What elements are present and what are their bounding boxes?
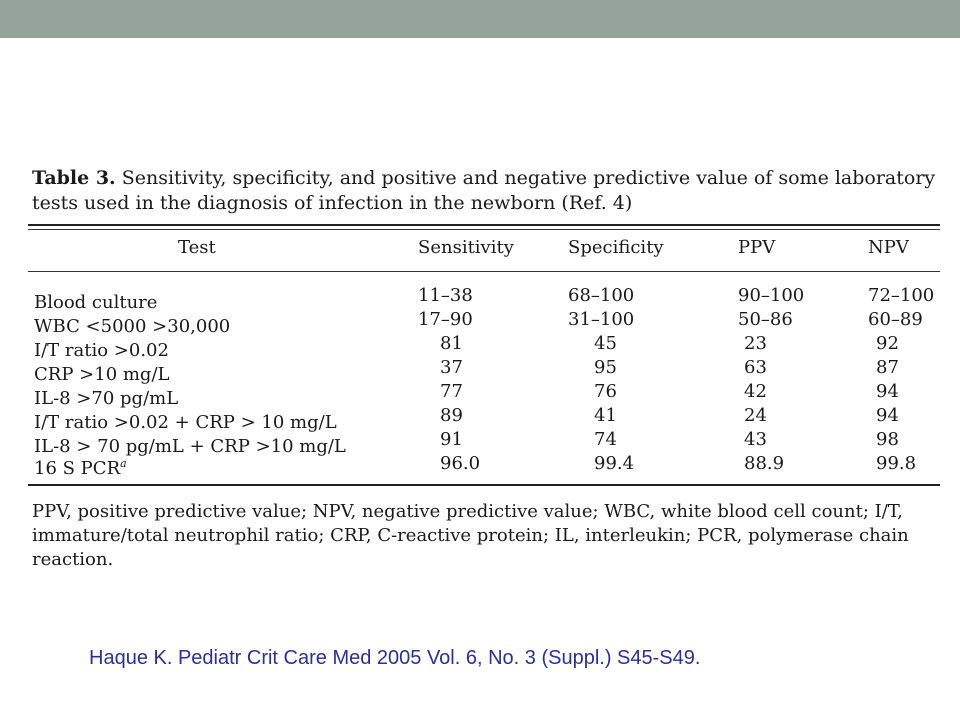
cell-npv: 60–89 (868, 309, 923, 330)
table-top-rule-inner (28, 229, 940, 230)
cell-specificity: 31–100 (568, 309, 635, 330)
column-header-ppv: PPV (738, 237, 776, 258)
cell-npv: 99.8 (876, 453, 917, 474)
cell-test: Blood culture (34, 292, 158, 313)
cell-ppv: 88.9 (744, 453, 785, 474)
cell-sensitivity: 96.0 (440, 453, 481, 474)
cell-ppv: 43 (744, 429, 767, 450)
cell-test: WBC <5000 >30,000 (34, 316, 231, 337)
column-header-test: Test (178, 237, 216, 258)
table-row: Blood culture 11–38 68–100 90–100 72–100 (28, 284, 940, 313)
table-body: Blood culture 11–38 68–100 90–100 72–100… (28, 272, 940, 484)
cell-ppv: 90–100 (738, 285, 805, 306)
cell-specificity: 99.4 (594, 453, 635, 474)
cell-specificity: 76 (594, 381, 617, 402)
cell-npv: 72–100 (868, 285, 935, 306)
cell-sensitivity: 91 (440, 429, 463, 450)
table-row: IL-8 > 70 pg/mL + CRP >10 mg/L 91 74 43 … (28, 428, 940, 457)
table-row: CRP >10 mg/L 37 95 63 87 (28, 356, 940, 385)
cell-test: I/T ratio >0.02 (34, 340, 169, 361)
cell-npv: 94 (876, 405, 899, 426)
cell-test: IL-8 >70 pg/mL (34, 388, 179, 409)
cell-npv: 87 (876, 357, 899, 378)
table-figure: Table 3. Sensitivity, specificity, and p… (28, 166, 940, 572)
table-row: I/T ratio >0.02 + CRP > 10 mg/L 89 41 24… (28, 404, 940, 433)
table-header-row: Test Sensitivity Specificity PPV NPV (28, 230, 940, 268)
cell-specificity: 45 (594, 333, 617, 354)
table-row: IL-8 >70 pg/mL 77 76 42 94 (28, 380, 940, 409)
cell-npv: 94 (876, 381, 899, 402)
table-caption: Table 3. Sensitivity, specificity, and p… (32, 166, 940, 216)
cell-specificity: 68–100 (568, 285, 635, 306)
cell-test: CRP >10 mg/L (34, 364, 170, 385)
cell-ppv: 50–86 (738, 309, 793, 330)
cell-sensitivity: 89 (440, 405, 463, 426)
cell-sensitivity: 17–90 (418, 309, 473, 330)
table-caption-text: Sensitivity, specificity, and positive a… (32, 167, 936, 214)
column-header-npv: NPV (868, 237, 909, 258)
cell-npv: 98 (876, 429, 899, 450)
cell-specificity: 41 (594, 405, 617, 426)
footnote-marker: a (120, 457, 127, 470)
column-header-sensitivity: Sensitivity (418, 237, 514, 258)
table-caption-label: Table 3. (32, 167, 116, 189)
cell-test: IL-8 > 70 pg/mL + CRP >10 mg/L (34, 436, 346, 457)
table-bottom-rule (28, 484, 940, 486)
cell-ppv: 23 (744, 333, 767, 354)
cell-test: I/T ratio >0.02 + CRP > 10 mg/L (34, 412, 337, 433)
cell-sensitivity: 81 (440, 333, 463, 354)
table-row: 16 S PCRa 96.0 99.4 88.9 99.8 (28, 452, 940, 479)
header-bar (0, 0, 960, 38)
cell-npv: 92 (876, 333, 899, 354)
cell-sensitivity: 77 (440, 381, 463, 402)
citation: Haque K. Pediatr Crit Care Med 2005 Vol.… (89, 647, 701, 669)
cell-sensitivity: 37 (440, 357, 463, 378)
cell-test: 16 S PCRa (34, 457, 127, 479)
table-footnote: PPV, positive predictive value; NPV, neg… (32, 501, 909, 570)
cell-ppv: 24 (744, 405, 767, 426)
column-header-specificity: Specificity (568, 237, 664, 258)
table-header-rule (28, 271, 940, 272)
cell-ppv: 42 (744, 381, 767, 402)
cell-ppv: 63 (744, 357, 767, 378)
table-row: I/T ratio >0.02 81 45 23 92 (28, 332, 940, 361)
cell-specificity: 74 (594, 429, 617, 450)
table-row: WBC <5000 >30,000 17–90 31–100 50–86 60–… (28, 308, 940, 337)
table-top-rule (28, 224, 940, 226)
cell-sensitivity: 11–38 (418, 285, 473, 306)
cell-specificity: 95 (594, 357, 617, 378)
